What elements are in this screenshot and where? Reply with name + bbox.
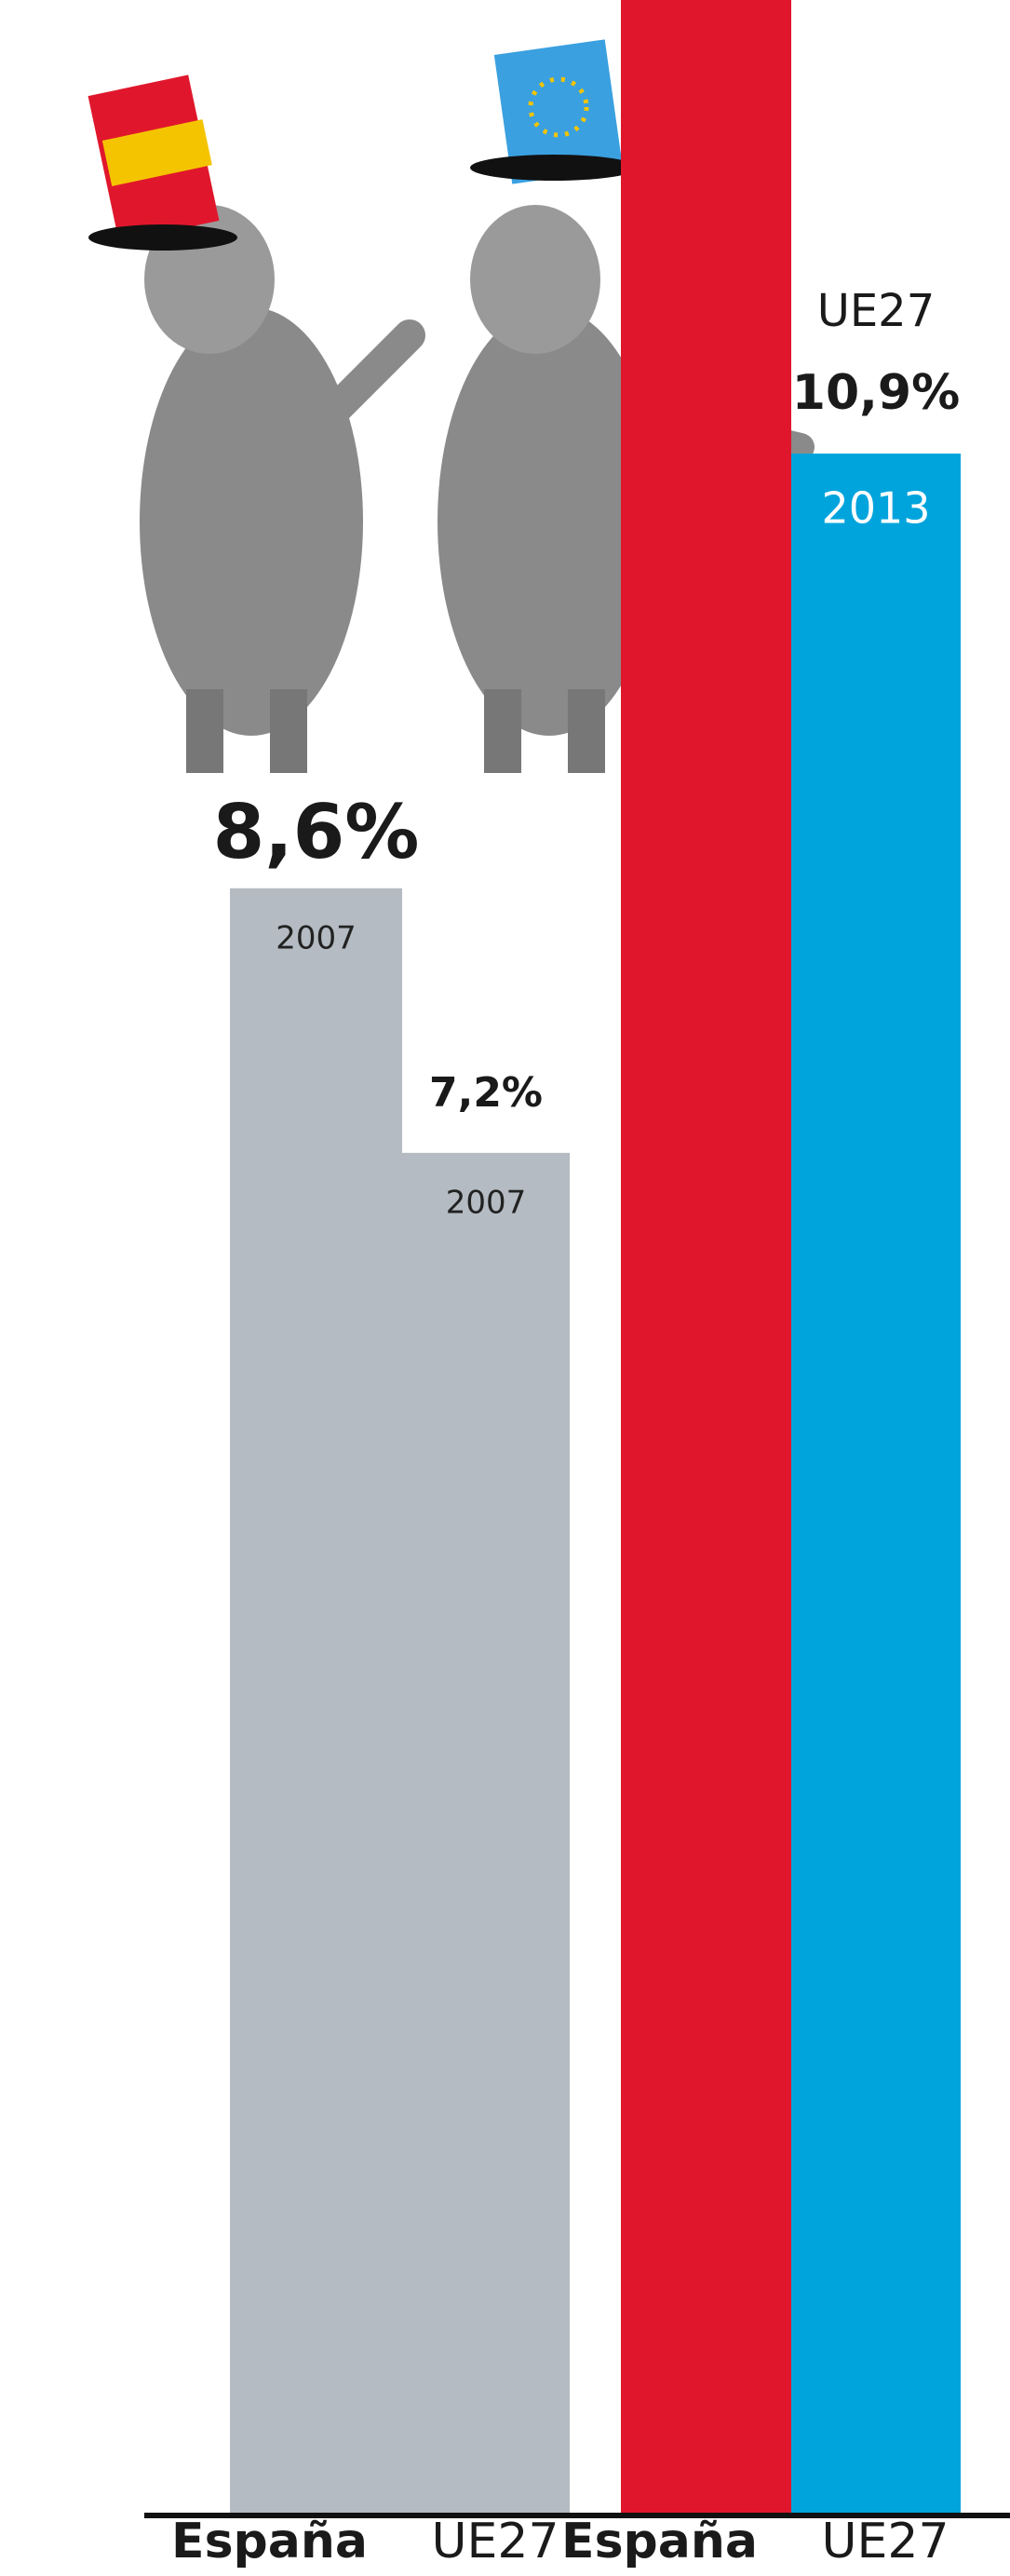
value-label: 7,2% xyxy=(429,1069,543,1117)
bar xyxy=(402,1152,570,2514)
bar xyxy=(230,888,402,2514)
series-annotation: UE27 xyxy=(817,285,936,337)
bar xyxy=(621,0,791,2514)
period-label: 2013 xyxy=(821,483,930,534)
x-tick-label: UE27 xyxy=(821,2514,949,2569)
period-label: 2007 xyxy=(446,1184,527,1221)
x-tick-label: España xyxy=(171,2514,368,2569)
value-label: 8,6% xyxy=(213,789,420,875)
period-label: 2007 xyxy=(276,919,357,956)
bar xyxy=(791,454,961,2514)
x-tick-label: España xyxy=(561,2514,758,2569)
x-tick-label: UE27 xyxy=(431,2514,559,2569)
value-label: 10,9% xyxy=(792,365,960,421)
